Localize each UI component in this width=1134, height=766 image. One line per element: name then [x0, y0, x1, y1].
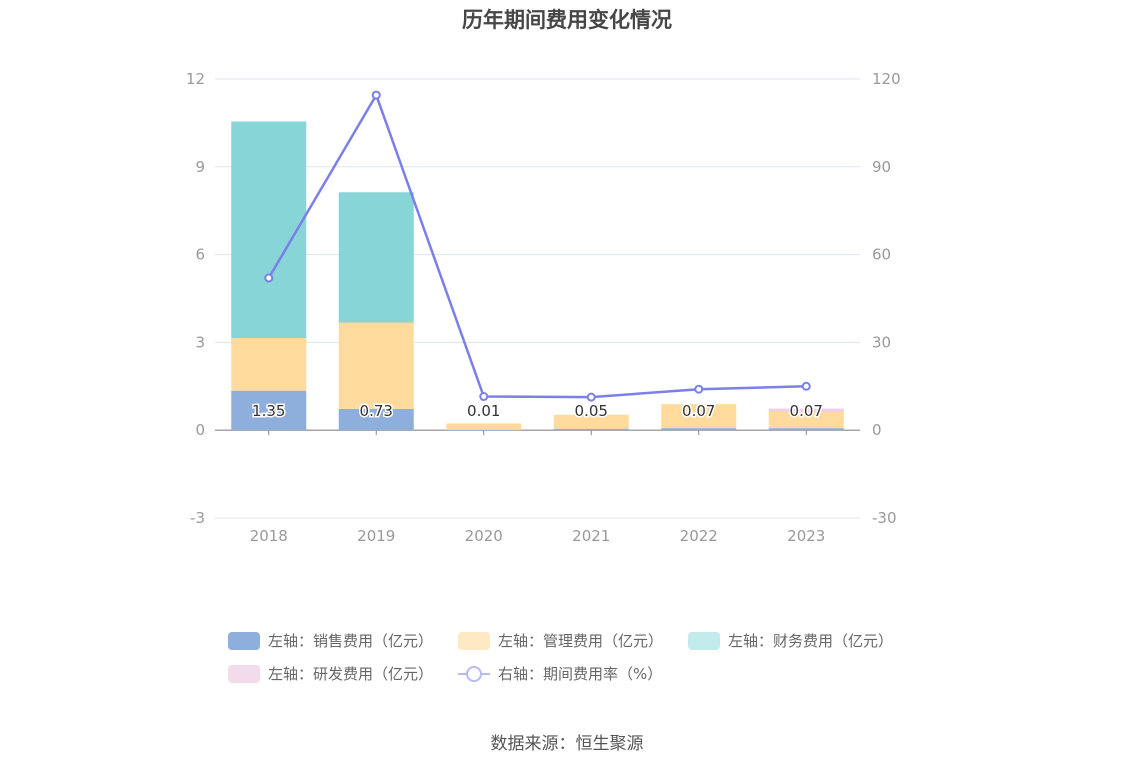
- legend-line-marker-icon: [458, 665, 490, 683]
- bar-segment: [661, 404, 737, 429]
- x-tick-label: 2018: [250, 527, 288, 545]
- legend-swatch-finance: [688, 631, 720, 650]
- rate-point: [586, 392, 596, 402]
- legend-label-rate: 右轴：期间费用率（%）: [498, 665, 663, 683]
- bar-segment: [446, 423, 522, 430]
- y-left-tick-label: 9: [195, 158, 205, 176]
- rate-point: [371, 90, 381, 100]
- bar-data-label: 0.73: [360, 402, 393, 420]
- y-right-tick-label: 120: [872, 70, 901, 88]
- bar-segment: [338, 192, 414, 323]
- bar-segment: [338, 408, 414, 431]
- rate-point: [479, 392, 489, 402]
- x-tick-label: 2020: [465, 527, 503, 545]
- chart-canvas: 12 120 9 90 6 60 3 30 0 0 -3 -30 2018 2019 2020 2021 202…: [186, 70, 901, 545]
- bar-segment: [446, 429, 522, 431]
- y-left-tick-label: -3: [190, 509, 205, 527]
- bar-segment: [553, 414, 629, 429]
- x-tick-label: 2022: [680, 527, 718, 545]
- legend-swatch-admin: [458, 631, 490, 650]
- y-left-tick-label: 0: [195, 421, 205, 439]
- legend-item-finance[interactable]: 左轴：财务费用（亿元）: [688, 630, 893, 651]
- bar-segment: [661, 428, 737, 431]
- x-tick-label: 2019: [357, 527, 395, 545]
- y-right-tick-label: 60: [872, 246, 891, 264]
- legend-item-rd[interactable]: 左轴：研发费用（亿元）: [228, 663, 433, 684]
- legend-label-sales: 左轴：销售费用（亿元）: [268, 632, 434, 650]
- legend-item-rate[interactable]: 右轴：期间费用率（%）: [458, 663, 662, 684]
- legend-swatch-sales: [228, 631, 260, 650]
- y-right-tick-label: 90: [872, 158, 891, 176]
- legend-label-finance: 左轴：财务费用（亿元）: [728, 632, 894, 650]
- bar-segment: [768, 412, 844, 429]
- data-source: 数据来源：恒生聚源: [490, 734, 644, 754]
- x-tick-label: 2021: [572, 527, 610, 545]
- rate-point: [694, 384, 704, 394]
- legend-swatch-rd: [228, 664, 260, 683]
- chart-title: 历年期间费用变化情况: [462, 8, 672, 32]
- y-left-tick-label: 6: [195, 246, 205, 264]
- bar-segment: [553, 428, 629, 431]
- y-left-tick-label: 3: [195, 333, 205, 351]
- y-right-tick-label: 30: [872, 333, 891, 351]
- legend-label-admin: 左轴：管理费用（亿元）: [498, 632, 664, 650]
- y-right-tick-label: -30: [872, 509, 897, 527]
- y-left-tick-label: 12: [186, 70, 205, 88]
- bar-data-label: 1.35: [252, 402, 285, 420]
- bar-data-label: 0.07: [790, 402, 823, 420]
- bar-data-label: 0.07: [682, 402, 715, 420]
- bar-data-label: 0.05: [575, 402, 608, 420]
- legend-label-rd: 左轴：研发费用（亿元）: [268, 665, 434, 683]
- x-tick-label: 2023: [787, 527, 825, 545]
- bar-segment: [768, 428, 844, 431]
- y-right-tick-label: 0: [872, 421, 882, 439]
- bar-segment: [231, 390, 307, 431]
- bar-segment: [768, 408, 844, 413]
- rate-point: [264, 273, 274, 283]
- bar-segment: [231, 121, 307, 339]
- bar-data-label: 0.01: [467, 402, 500, 420]
- rate-point: [801, 381, 811, 391]
- bar-segment: [338, 322, 414, 409]
- bar-segment: [231, 338, 307, 391]
- rate-line: [267, 92, 807, 399]
- legend-item-sales[interactable]: 左轴：销售费用（亿元）: [228, 630, 433, 651]
- legend-item-admin[interactable]: 左轴：管理费用（亿元）: [458, 630, 663, 651]
